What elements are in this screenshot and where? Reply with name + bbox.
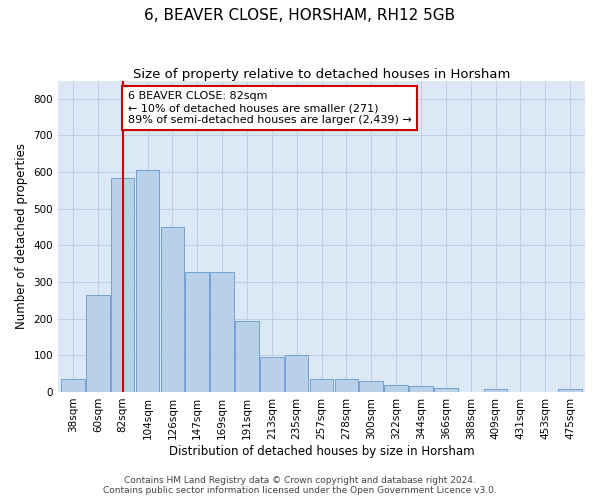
Title: Size of property relative to detached houses in Horsham: Size of property relative to detached ho… bbox=[133, 68, 510, 80]
Bar bbox=[235, 320, 259, 392]
Bar bbox=[434, 388, 458, 392]
Bar bbox=[335, 379, 358, 392]
Bar bbox=[558, 390, 582, 392]
Y-axis label: Number of detached properties: Number of detached properties bbox=[15, 143, 28, 329]
Text: Contains HM Land Registry data © Crown copyright and database right 2024.
Contai: Contains HM Land Registry data © Crown c… bbox=[103, 476, 497, 495]
Bar bbox=[359, 381, 383, 392]
Bar bbox=[384, 386, 408, 392]
Bar bbox=[161, 227, 184, 392]
Bar bbox=[260, 357, 284, 392]
Bar bbox=[136, 170, 160, 392]
Bar bbox=[185, 272, 209, 392]
Bar bbox=[285, 354, 308, 392]
X-axis label: Distribution of detached houses by size in Horsham: Distribution of detached houses by size … bbox=[169, 444, 475, 458]
Bar bbox=[210, 272, 234, 392]
Text: 6, BEAVER CLOSE, HORSHAM, RH12 5GB: 6, BEAVER CLOSE, HORSHAM, RH12 5GB bbox=[145, 8, 455, 22]
Bar bbox=[86, 295, 110, 392]
Bar bbox=[409, 386, 433, 392]
Bar bbox=[310, 379, 334, 392]
Bar bbox=[61, 379, 85, 392]
Bar bbox=[484, 390, 508, 392]
Bar bbox=[111, 178, 134, 392]
Text: 6 BEAVER CLOSE: 82sqm
← 10% of detached houses are smaller (271)
89% of semi-det: 6 BEAVER CLOSE: 82sqm ← 10% of detached … bbox=[128, 92, 412, 124]
